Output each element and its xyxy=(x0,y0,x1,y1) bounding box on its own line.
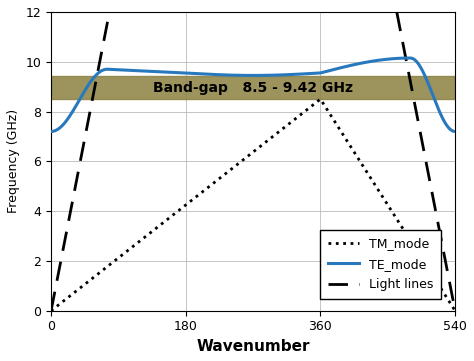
TM_mode xyxy=(318,97,323,101)
TM_mode xyxy=(440,290,446,295)
TE_mode xyxy=(441,118,447,122)
TE_mode xyxy=(48,129,54,134)
TM_mode xyxy=(69,292,74,297)
Bar xyxy=(51,76,455,99)
TE_mode xyxy=(452,129,458,134)
TM_mode xyxy=(441,291,447,295)
TE_mode xyxy=(245,73,250,78)
Text: Band-gap   8.5 - 9.42 GHz: Band-gap 8.5 - 9.42 GHz xyxy=(153,81,353,95)
TE_mode xyxy=(234,73,240,78)
Line: TE_mode: TE_mode xyxy=(51,58,455,131)
Line: TM_mode: TM_mode xyxy=(51,99,455,311)
TE_mode xyxy=(69,111,74,115)
TE_mode xyxy=(408,56,413,60)
TM_mode xyxy=(452,309,458,313)
X-axis label: Wavenumber: Wavenumber xyxy=(196,339,310,354)
TM_mode xyxy=(245,154,250,158)
TE_mode xyxy=(440,118,446,122)
Legend: TM_mode, TE_mode, Light lines: TM_mode, TE_mode, Light lines xyxy=(320,230,441,299)
TM_mode xyxy=(366,174,372,178)
Y-axis label: Frequency (GHz): Frequency (GHz) xyxy=(7,109,20,213)
TM_mode xyxy=(48,309,54,313)
TE_mode xyxy=(366,60,372,64)
TM_mode xyxy=(234,163,240,167)
